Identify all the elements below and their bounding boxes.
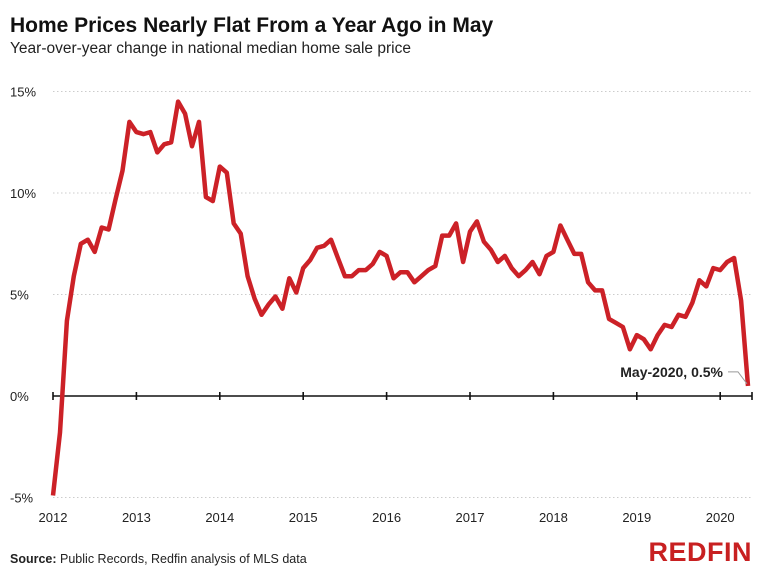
x-tick-label: 2020 [706,510,735,525]
source-label: Source: [10,552,57,566]
annotation-leader [728,371,748,385]
x-tick-label: 2018 [539,510,568,525]
redfin-logo: REDFIN [648,537,752,567]
source-note: Source: Public Records, Redfin analysis … [10,552,307,566]
x-tick-label: 2013 [122,510,151,525]
x-tick-label: 2019 [622,510,651,525]
x-tick-label: 2014 [205,510,234,525]
y-tick-label: 10% [10,186,36,201]
y-tick-label: 5% [10,288,29,303]
series-line [50,99,751,496]
chart-subtitle: Year-over-year change in national median… [10,40,411,57]
y-tick-label: -5% [10,491,34,506]
x-tick-label: 2016 [372,510,401,525]
source-text: Public Records, Redfin analysis of MLS d… [56,552,307,566]
y-tick-label: 15% [10,85,36,100]
chart-title: Home Prices Nearly Flat From a Year Ago … [10,14,494,37]
annotation-label: May-2020, 0.5% [620,364,723,380]
x-tick-label: 2012 [39,510,68,525]
x-tick-label: 2015 [289,510,318,525]
x-tick-label: 2017 [456,510,485,525]
y-tick-label: 0% [10,389,29,404]
